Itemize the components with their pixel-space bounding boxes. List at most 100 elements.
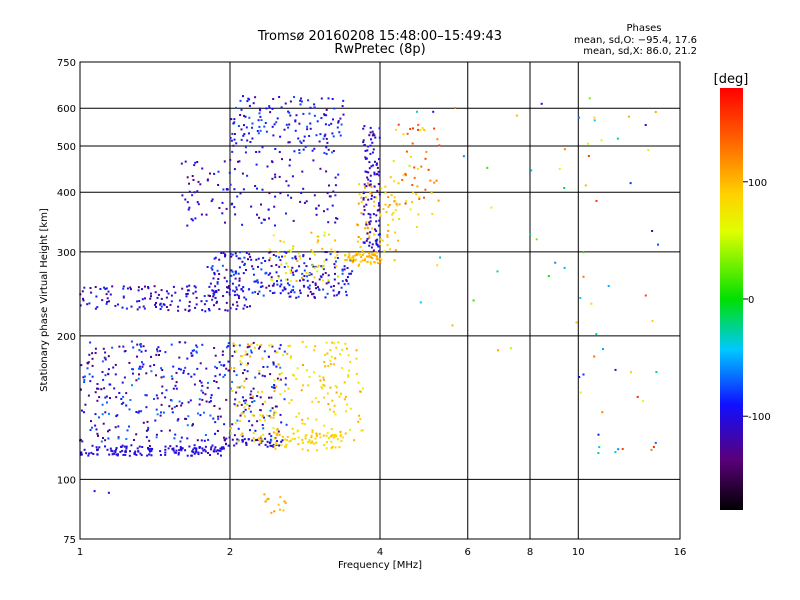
data-point	[294, 255, 297, 258]
data-point	[327, 403, 330, 406]
data-point	[345, 280, 348, 283]
data-point	[216, 300, 218, 303]
data-point	[411, 142, 414, 145]
data-point	[109, 397, 111, 399]
data-point	[334, 260, 337, 263]
data-point	[355, 253, 358, 256]
data-point	[279, 378, 282, 381]
data-point	[272, 134, 275, 137]
data-point	[155, 374, 157, 377]
data-point	[371, 243, 374, 246]
data-point	[245, 298, 248, 301]
data-point	[412, 127, 414, 130]
data-point	[279, 192, 282, 195]
data-point	[256, 420, 259, 423]
data-point	[101, 413, 104, 416]
data-point	[251, 439, 254, 442]
data-point	[197, 180, 200, 183]
data-point	[309, 290, 312, 293]
data-point	[250, 349, 252, 352]
data-point	[194, 306, 197, 309]
data-point	[175, 371, 178, 374]
data-point	[329, 386, 332, 389]
data-point	[326, 431, 329, 434]
data-point	[283, 286, 286, 289]
data-point	[125, 404, 128, 407]
data-point	[229, 427, 232, 430]
data-point	[239, 420, 241, 422]
data-point	[420, 165, 423, 168]
data-point	[264, 443, 267, 446]
data-point	[582, 373, 585, 376]
data-point	[243, 256, 246, 259]
data-point	[178, 356, 181, 359]
data-point	[279, 366, 282, 369]
data-point	[315, 287, 317, 290]
data-point	[167, 309, 170, 312]
data-point	[253, 346, 256, 349]
data-point	[276, 428, 279, 431]
data-point	[289, 250, 292, 253]
data-point	[122, 295, 125, 298]
data-point	[409, 208, 412, 211]
data-point	[389, 176, 392, 179]
data-point	[265, 271, 268, 274]
data-point	[235, 374, 238, 377]
data-point	[174, 291, 177, 294]
data-point	[361, 387, 364, 390]
data-point	[360, 256, 363, 259]
data-point	[220, 446, 223, 449]
data-point	[222, 375, 225, 378]
data-point	[267, 355, 270, 358]
data-point	[306, 279, 309, 282]
data-point	[242, 188, 245, 191]
colorbar-tick-label: 100	[748, 178, 767, 189]
data-point	[586, 142, 589, 145]
data-point	[159, 302, 162, 305]
data-point	[366, 149, 369, 152]
data-point	[547, 275, 550, 278]
data-point	[343, 283, 346, 286]
data-point	[227, 369, 230, 372]
data-point	[374, 239, 377, 242]
data-point	[246, 306, 249, 308]
data-point	[378, 174, 381, 177]
data-point	[297, 412, 300, 415]
data-point	[367, 255, 370, 258]
data-point	[166, 290, 168, 293]
data-point	[257, 119, 260, 122]
data-point	[79, 453, 82, 456]
data-point	[214, 285, 217, 288]
data-point	[318, 140, 321, 143]
data-point	[235, 301, 238, 304]
data-point	[284, 383, 287, 386]
data-point	[411, 201, 414, 204]
data-point	[373, 171, 376, 174]
data-point	[291, 175, 294, 178]
data-point	[432, 110, 435, 113]
data-point	[364, 240, 367, 243]
data-point	[241, 172, 244, 175]
data-point	[315, 418, 318, 421]
data-point	[341, 269, 344, 272]
data-point	[284, 446, 287, 449]
data-point	[222, 447, 225, 450]
data-point	[409, 155, 412, 158]
data-point	[201, 309, 204, 312]
data-point	[335, 217, 337, 220]
data-point	[193, 383, 196, 386]
data-point	[233, 370, 236, 373]
data-point	[270, 265, 273, 267]
data-point	[325, 258, 328, 261]
data-point	[335, 386, 338, 389]
data-point	[271, 279, 274, 282]
data-point	[178, 449, 181, 452]
data-point	[219, 447, 222, 450]
data-point	[377, 245, 380, 248]
data-point	[238, 297, 240, 300]
data-point	[94, 413, 97, 416]
data-point	[137, 411, 140, 414]
data-point	[323, 260, 326, 263]
data-point	[191, 175, 194, 177]
data-point	[379, 213, 382, 216]
